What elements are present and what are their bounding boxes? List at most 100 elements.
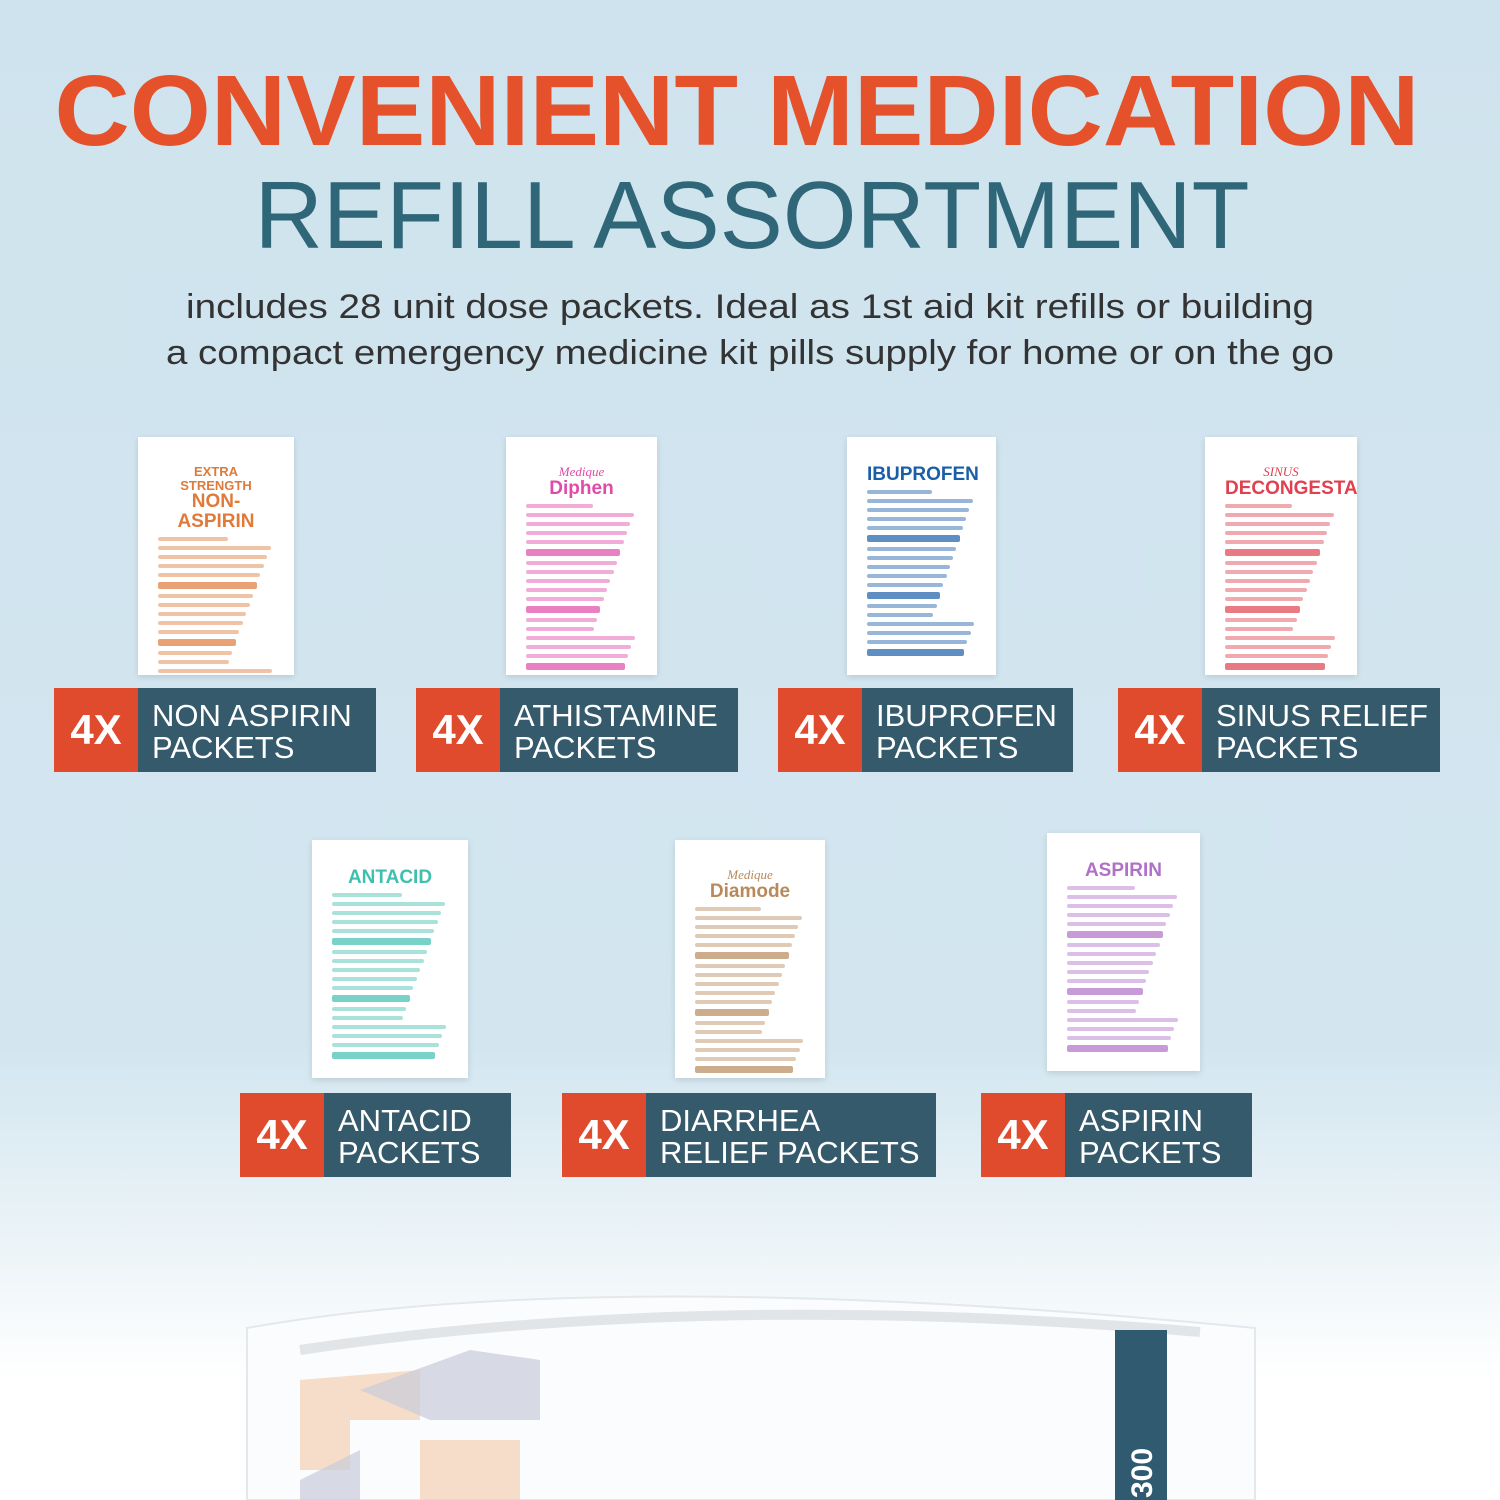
packet-line bbox=[158, 630, 240, 635]
badge: 4X NON ASPIRIN PACKETS bbox=[54, 688, 376, 772]
packet-line bbox=[1067, 930, 1164, 938]
packet-line bbox=[1225, 548, 1321, 556]
packet-line bbox=[695, 906, 761, 911]
packet-line bbox=[526, 587, 608, 592]
packet-line bbox=[1067, 1044, 1168, 1052]
packet-line bbox=[867, 630, 971, 635]
packet-line bbox=[526, 635, 635, 640]
packet-line bbox=[158, 651, 233, 656]
badge: 4X SINUS RELIEF PACKETS bbox=[1118, 688, 1440, 772]
packet-line bbox=[526, 605, 601, 613]
packet-text: Medique bbox=[558, 464, 605, 479]
packet-line bbox=[867, 612, 934, 617]
packet-line bbox=[867, 603, 937, 608]
packet-line bbox=[332, 976, 417, 981]
label-line: PACKETS bbox=[152, 730, 295, 765]
packet-line bbox=[1225, 644, 1332, 649]
label-line: RELIEF PACKETS bbox=[660, 1135, 920, 1170]
packet-line bbox=[332, 1033, 443, 1038]
packet-line bbox=[158, 546, 271, 551]
packet-line bbox=[158, 564, 264, 569]
label: IBUPROFEN PACKETS bbox=[862, 688, 1073, 772]
packet-line bbox=[158, 594, 254, 599]
label: ATHISTAMINE PACKETS bbox=[500, 688, 738, 772]
packet-line bbox=[158, 582, 257, 590]
packet-line bbox=[1225, 521, 1331, 526]
packet-line bbox=[332, 1042, 439, 1047]
packet-line bbox=[867, 648, 964, 656]
packet-line bbox=[332, 994, 410, 1002]
packet-line bbox=[695, 981, 779, 986]
packet-line bbox=[867, 525, 963, 530]
badge: 4X ATHISTAMINE PACKETS bbox=[416, 688, 738, 772]
packet-line bbox=[1067, 960, 1153, 965]
label-line: SINUS RELIEF bbox=[1216, 698, 1428, 733]
packet-line bbox=[1067, 999, 1140, 1004]
packet-line bbox=[332, 937, 431, 945]
packet-line bbox=[1067, 951, 1157, 956]
packet: Medique Diamode bbox=[675, 840, 825, 1078]
badge: 4X ANTACID PACKETS bbox=[240, 1093, 511, 1177]
packet-line bbox=[526, 662, 625, 670]
packet-line bbox=[526, 530, 627, 535]
packet-line bbox=[1225, 653, 1329, 658]
packet-line bbox=[695, 1029, 763, 1034]
packet-line bbox=[1225, 596, 1304, 601]
packet-text: IBUPROFEN bbox=[867, 464, 979, 485]
bag-seal bbox=[299, 1309, 1201, 1355]
packet-line bbox=[1067, 978, 1147, 983]
packet-line bbox=[695, 999, 772, 1004]
packet-line bbox=[526, 617, 598, 622]
packet-line bbox=[158, 555, 268, 560]
packet-line bbox=[1225, 605, 1301, 613]
packet-line bbox=[1067, 942, 1160, 947]
packet-line bbox=[332, 910, 442, 915]
packet-line bbox=[332, 985, 414, 990]
packet-text: EXTRA STRENGTH bbox=[180, 464, 252, 493]
packet-line bbox=[1225, 569, 1314, 574]
packet-line bbox=[1067, 1035, 1171, 1040]
packet-line bbox=[867, 516, 967, 521]
label: ANTACID PACKETS bbox=[324, 1093, 511, 1177]
packet-line bbox=[526, 626, 594, 631]
header: CONVENIENT MEDICATION REFILL ASSORTMENT … bbox=[55, 55, 1420, 372]
label: SINUS RELIEF PACKETS bbox=[1202, 688, 1440, 772]
packet-line bbox=[526, 503, 593, 508]
bag: 300 bbox=[246, 1295, 1256, 1500]
label-line: IBUPROFEN bbox=[876, 698, 1057, 733]
packet-line bbox=[867, 639, 968, 644]
packet-line bbox=[867, 573, 947, 578]
label-line: PACKETS bbox=[514, 730, 657, 765]
packet-line bbox=[1067, 921, 1167, 926]
packet-line bbox=[695, 972, 782, 977]
label-line: NON ASPIRIN bbox=[152, 698, 352, 733]
packet-line bbox=[1067, 903, 1174, 908]
packet-line bbox=[1225, 578, 1311, 583]
packet-text: ASPIRIN bbox=[1084, 860, 1163, 881]
packet-line bbox=[1067, 1026, 1175, 1031]
packet: ANTACID bbox=[312, 840, 468, 1078]
packet-line bbox=[695, 1065, 793, 1073]
packet-text: Diamode bbox=[709, 880, 791, 902]
packet-line bbox=[526, 596, 604, 601]
packet-line bbox=[526, 578, 611, 583]
label-line: ATHISTAMINE bbox=[514, 698, 718, 733]
logo bbox=[420, 1440, 520, 1500]
count: 4X bbox=[240, 1093, 324, 1177]
label-line: PACKETS bbox=[1079, 1135, 1222, 1170]
packet-line bbox=[158, 537, 228, 542]
packet-line bbox=[1225, 626, 1294, 631]
packet: Medique Diphen bbox=[506, 437, 657, 675]
label-line: ASPIRIN bbox=[1079, 1103, 1204, 1138]
packet-line bbox=[1067, 987, 1143, 995]
packet-line bbox=[332, 901, 445, 906]
packet-line bbox=[332, 892, 402, 897]
packet-line bbox=[526, 521, 631, 526]
title-line2: REFILL ASSORTMENT bbox=[255, 162, 1250, 269]
packet-line bbox=[695, 1056, 797, 1061]
packet-line bbox=[695, 942, 792, 947]
packet-line bbox=[695, 924, 799, 929]
label: NON ASPIRIN PACKETS bbox=[138, 688, 376, 772]
label: ASPIRIN PACKETS bbox=[1065, 1093, 1252, 1177]
